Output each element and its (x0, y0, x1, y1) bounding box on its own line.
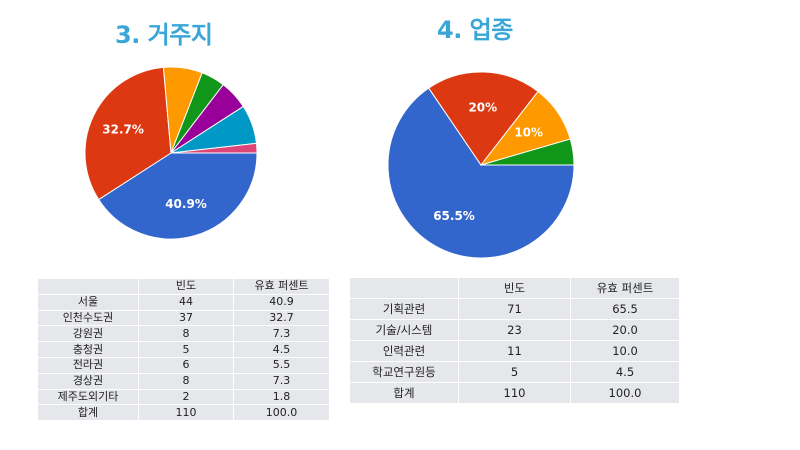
frequency-cell: 44 (139, 294, 234, 311)
pie-slice-label: 65.5% (433, 209, 475, 223)
row-label-cell: 합계 (38, 405, 139, 422)
table-row: 제주도외기타 2 1.8 (38, 389, 330, 406)
row-label-cell: 학교연구원등 (350, 362, 459, 383)
frequency-cell: 23 (459, 320, 571, 341)
residence-title: 3. 거주지 (115, 21, 213, 49)
pie-slice-7 (170, 142, 258, 154)
row-label-cell: 전라권 (38, 357, 139, 374)
row-label-cell: 인력관련 (350, 341, 459, 362)
frequency-cell: 11 (459, 341, 571, 362)
table-row: 충청권 5 4.5 (38, 342, 330, 358)
percent-cell: 1.8 (234, 389, 330, 406)
percent-cell: 32.7 (234, 310, 330, 327)
frequency-cell: 37 (139, 310, 234, 327)
frequency-cell: 8 (139, 373, 234, 390)
header-cell: 빈도 (459, 278, 571, 299)
pie-slice-4 (480, 138, 575, 166)
percent-cell: 7.3 (234, 373, 330, 390)
percent-cell: 40.9 (234, 294, 330, 311)
table-row: 기술/시스템 23 20.0 (350, 320, 680, 341)
row-label-cell: 인천수도권 (38, 310, 139, 327)
table-row: 서울 44 40.9 (38, 294, 330, 311)
table-row: 합계 110 100.0 (38, 405, 330, 422)
frequency-cell: 110 (139, 405, 234, 422)
frequency-cell: 6 (139, 357, 234, 374)
residence-pie-chart: 40.9% 32.7% (84, 66, 258, 240)
table-row: 기획관련 71 65.5 (350, 299, 680, 320)
frequency-cell: 5 (459, 362, 571, 383)
industry-table: 빈도 유효 퍼센트 기획관련 71 65.5 기술/시스템 23 20.0 인력관련 11 10… (350, 278, 680, 404)
table-row: 강원권 8 7.3 (38, 326, 330, 343)
percent-cell: 5.5 (234, 357, 330, 374)
residence-table: 빈도 유효 퍼센트 서울 44 40.9 인천수도권 37 32.7 강원권 8 7.3 충청권 5… (38, 279, 330, 422)
header-cell (350, 278, 459, 299)
frequency-cell: 110 (459, 383, 571, 404)
table-row: 인천수도권 37 32.7 (38, 310, 330, 327)
percent-cell: 20.0 (571, 320, 680, 341)
percent-cell: 4.5 (571, 362, 680, 383)
row-label-cell: 합계 (350, 383, 459, 404)
percent-cell: 4.5 (234, 342, 330, 358)
pie-slice-1 (387, 87, 575, 259)
industry-pie-chart: 65.5% 20% 10% (387, 71, 575, 259)
row-label-cell: 기획관련 (350, 299, 459, 320)
header-cell: 빈도 (139, 279, 234, 295)
pie-slice-2 (84, 66, 172, 201)
table-header-row: 빈도 유효 퍼센트 (350, 278, 680, 299)
frequency-cell: 71 (459, 299, 571, 320)
frequency-cell: 8 (139, 326, 234, 343)
header-cell: 유효 퍼센트 (234, 279, 330, 295)
table-row: 인력관련 11 10.0 (350, 341, 680, 362)
row-label-cell: 제주도외기타 (38, 389, 139, 406)
row-label-cell: 서울 (38, 294, 139, 311)
header-cell (38, 279, 139, 295)
pie-slice-label: 32.7% (102, 123, 144, 137)
frequency-cell: 5 (139, 342, 234, 358)
table-row: 경상권 8 7.3 (38, 373, 330, 390)
table-row: 합계 110 100.0 (350, 383, 680, 404)
percent-cell: 10.0 (571, 341, 680, 362)
pie-slice-label: 20% (468, 100, 497, 114)
row-label-cell: 경상권 (38, 373, 139, 390)
table-header-row: 빈도 유효 퍼센트 (38, 279, 330, 295)
pie-slice-label: 40.9% (165, 197, 207, 211)
pie-slice-label: 10% (514, 126, 543, 140)
header-cell: 유효 퍼센트 (571, 278, 680, 299)
table-row: 학교연구원등 5 4.5 (350, 362, 680, 383)
frequency-cell: 2 (139, 389, 234, 406)
pie-slice-2 (428, 71, 539, 166)
row-label-cell: 기술/시스템 (350, 320, 459, 341)
percent-cell: 100.0 (234, 405, 330, 422)
row-label-cell: 강원권 (38, 326, 139, 343)
percent-cell: 100.0 (571, 383, 680, 404)
percent-cell: 65.5 (571, 299, 680, 320)
table-row: 전라권 6 5.5 (38, 357, 330, 374)
percent-cell: 7.3 (234, 326, 330, 343)
industry-title: 4. 업종 (437, 16, 513, 44)
row-label-cell: 충청권 (38, 342, 139, 358)
